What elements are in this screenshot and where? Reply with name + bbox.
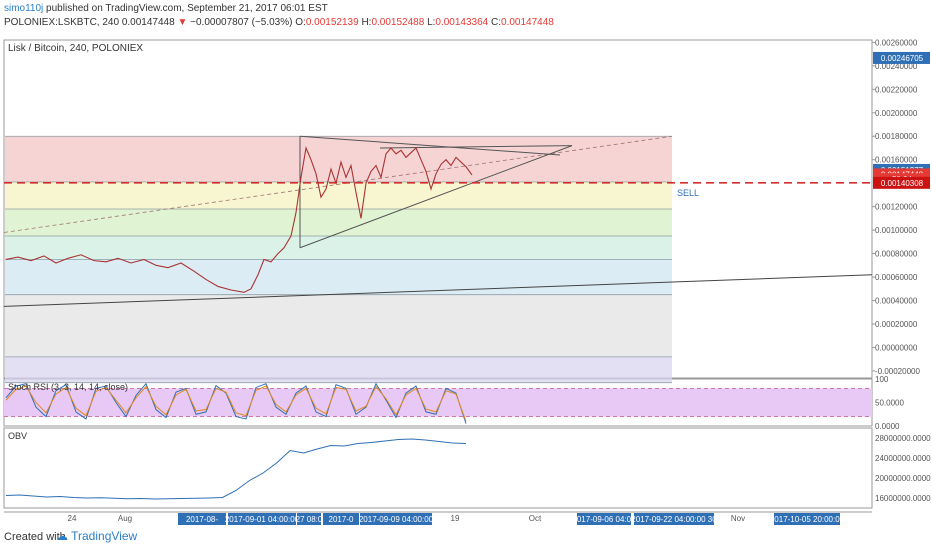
- obv-y-tick-label: 28000000.0000: [875, 434, 931, 443]
- fib-zone: [5, 356, 672, 383]
- chart-canvas[interactable]: SELL Lisk / Bitcoin, 240, POLONIEX 0.00260…: [0, 36, 932, 525]
- y-tick-label: 0.00020000: [875, 320, 918, 329]
- obv-pane: [3, 427, 873, 509]
- fib-zone: [5, 235, 672, 260]
- fib-zone: [5, 294, 672, 357]
- obv-y-tick-label: 24000000.0000: [875, 454, 931, 463]
- price-badge: [873, 176, 930, 189]
- x-date-badge: [178, 513, 226, 525]
- y-tick-label: 0.00260000: [875, 38, 918, 47]
- x-date-badge-label: 2017-10-05 20:00:00: [770, 515, 845, 524]
- obv-y-tick-label: 20000000.0000: [875, 474, 931, 483]
- publish-info: published on TradingView.com, September …: [43, 3, 328, 14]
- triangle-bottom-line: [299, 145, 573, 249]
- x-date-badge: [297, 513, 321, 525]
- y-tick-label: 0.00080000: [875, 250, 918, 259]
- pane-title-main: Lisk / Bitcoin, 240, POLONIEX: [8, 43, 143, 54]
- x-tick-label: 24: [68, 514, 77, 523]
- dashed-trendline: [3, 135, 673, 233]
- fib-zone: [5, 136, 672, 183]
- y-tick-label: 0.00120000: [875, 203, 918, 212]
- long-support-trendline: [3, 274, 873, 307]
- y-tick-label: 0.00160000: [875, 156, 918, 165]
- x-date-badge: [228, 513, 296, 525]
- pane-title-obv: OBV: [8, 431, 27, 441]
- x-date-badge-label: 2017-09-09 04:00:00: [359, 515, 434, 524]
- fib-zone: [5, 209, 672, 236]
- fib-zone: [5, 182, 672, 209]
- price-series-line: [5, 146, 473, 293]
- high-value: H:0.00152488: [361, 17, 425, 28]
- y-tick-label: 0.00180000: [875, 132, 918, 141]
- x-tick-label: Aug: [118, 514, 132, 523]
- stoch-series-line: [5, 382, 467, 424]
- x-date-badge-label: 2017-08-: [186, 515, 218, 524]
- obv-y-tick-label: 16000000.0000: [875, 494, 931, 503]
- price-badge-label: 0.00246705: [881, 54, 924, 63]
- y-tick-label: 0.00000000: [875, 343, 918, 352]
- x-tick-label: Oct: [529, 514, 542, 523]
- chart-header: simo110j published on TradingView.com, S…: [0, 0, 932, 36]
- ohlc-line: POLONIEX:LSKBTC, 240 0.00147448 ▼ −0.000…: [4, 17, 554, 28]
- stoch-y-tick-label: 50.0000: [875, 399, 904, 408]
- x-date-badge: [774, 513, 840, 525]
- obv-series-line: [5, 438, 467, 500]
- x-date-badge-label: 2017-09-22 04:00:00 30: [631, 515, 717, 524]
- low-value: L:0.00143364: [427, 17, 489, 28]
- price-badge: [873, 51, 930, 64]
- price-change: −0.00007807 (−5.03%): [190, 17, 293, 28]
- y-tick-label: 0.00220000: [875, 85, 918, 94]
- cloud-icon: ☁: [56, 529, 72, 543]
- y-tick-label: 0.00040000: [875, 297, 918, 306]
- triangle-top-line: [299, 135, 561, 156]
- y-tick-label: 0.00100000: [875, 226, 918, 235]
- x-date-badge-label: 2017-09-01 04:00:00: [225, 515, 300, 524]
- triangle-upper-line: [379, 145, 573, 149]
- created-with-label: Created with: [4, 531, 66, 543]
- y-tick-label: 0.00240000: [875, 62, 918, 71]
- x-date-badge: [634, 513, 714, 525]
- open-value: O:0.00152139: [295, 17, 359, 28]
- publish-line: simo110j published on TradingView.com, S…: [4, 3, 328, 14]
- pane-title-stoch: Stoch RSI (3, 3, 14, 14, close): [8, 382, 128, 392]
- author-link[interactable]: simo110j: [4, 3, 44, 14]
- last-price: 0.00147448: [121, 17, 175, 28]
- sell-label: SELL: [677, 188, 699, 198]
- y-tick-label: 0.00200000: [875, 109, 918, 118]
- x-date-badge: [323, 513, 359, 525]
- stoch-series-line: [5, 385, 467, 422]
- x-date-badge-label: 2017-0: [329, 515, 354, 524]
- y-tick-label: -0.00020000: [875, 367, 920, 376]
- x-date-badge: [577, 513, 631, 525]
- price-badge-label: 0.00140308: [881, 179, 924, 188]
- down-arrow-icon: ▼: [177, 17, 188, 28]
- stoch-y-tick-label: 0.0000: [875, 422, 900, 431]
- footer: Created with ☁ TradingView: [0, 525, 932, 550]
- x-tick-label: Nov: [731, 514, 745, 523]
- y-tick-label: 0.00060000: [875, 273, 918, 282]
- symbol-label: POLONIEX:LSKBTC, 240: [4, 17, 120, 28]
- close-value: C:0.00147448: [491, 17, 554, 28]
- x-date-badge-label: 27 08:0: [296, 515, 323, 524]
- fib-zone: [5, 259, 672, 295]
- tradingview-logo[interactable]: ☁ TradingView: [56, 529, 138, 543]
- x-tick-label: 19: [451, 514, 460, 523]
- x-date-badge-label: 2017-09-06 04:00: [572, 515, 636, 524]
- stoch-y-tick-label: 100: [875, 375, 889, 384]
- x-date-badge: [360, 513, 432, 525]
- stoch-band: [4, 388, 872, 417]
